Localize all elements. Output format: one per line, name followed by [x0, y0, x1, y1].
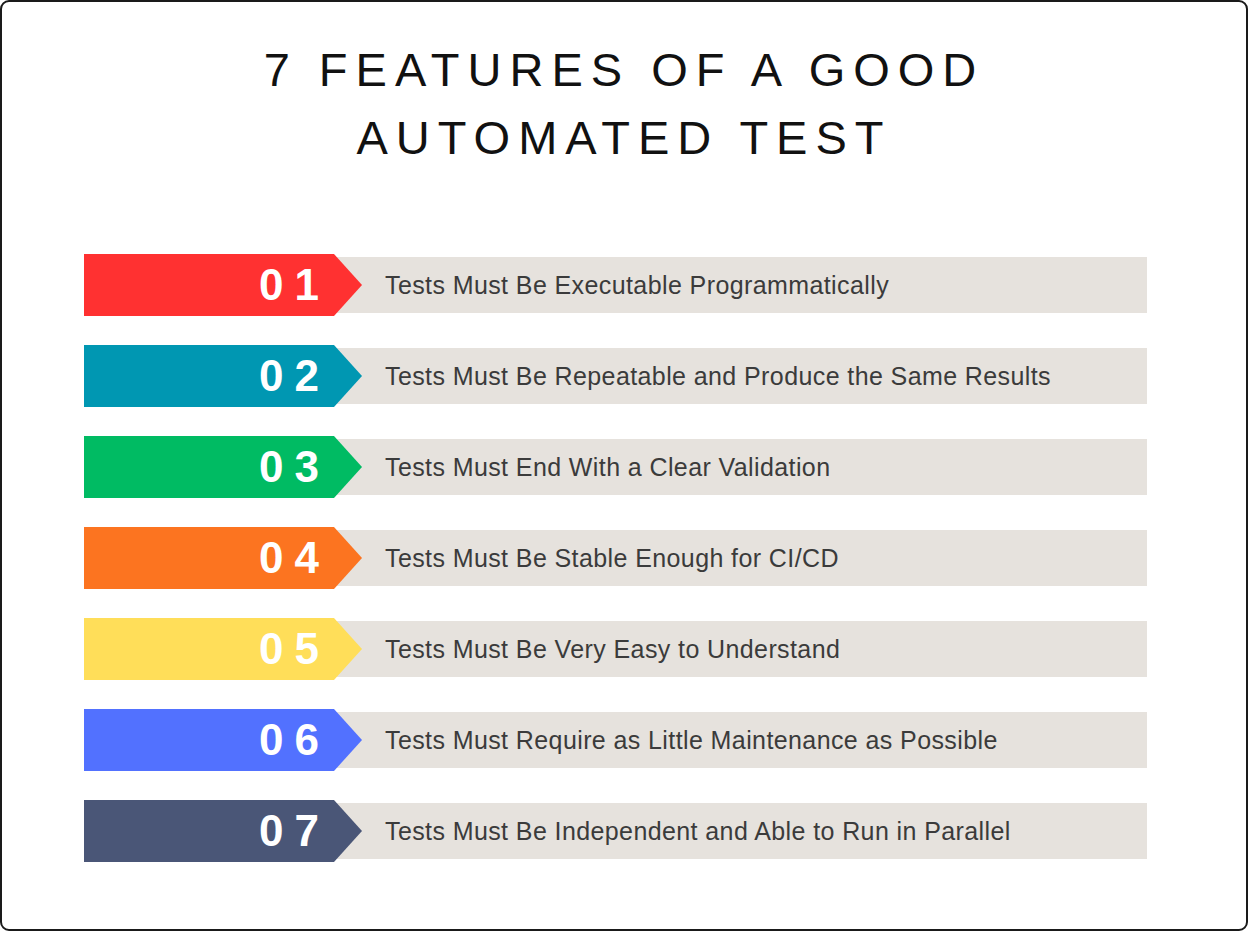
page-title-line-1: 7 FEATURES OF A GOOD — [2, 36, 1246, 104]
item-number: 06 — [259, 718, 330, 762]
item-label: Tests Must Be Executable Programmaticall… — [385, 254, 889, 316]
page-title-line-2: AUTOMATED TEST — [2, 104, 1246, 172]
item-number-arrow: 05 — [84, 618, 362, 680]
list-item: 06 Tests Must Require as Little Maintena… — [84, 709, 1147, 771]
item-number-arrow: 07 — [84, 800, 362, 862]
item-number: 03 — [259, 445, 330, 489]
list-item: 03 Tests Must End With a Clear Validatio… — [84, 436, 1147, 498]
item-number-arrow: 01 — [84, 254, 362, 316]
list-item: 02 Tests Must Be Repeatable and Produce … — [84, 345, 1147, 407]
item-number-arrow: 04 — [84, 527, 362, 589]
item-label: Tests Must Be Repeatable and Produce the… — [385, 345, 1051, 407]
infographic-canvas: 7 FEATURES OF A GOOD AUTOMATED TEST 01 T… — [0, 0, 1248, 931]
item-label: Tests Must Be Stable Enough for CI/CD — [385, 527, 839, 589]
item-label: Tests Must Be Independent and Able to Ru… — [385, 800, 1011, 862]
item-label: Tests Must End With a Clear Validation — [385, 436, 830, 498]
item-number: 04 — [259, 536, 330, 580]
item-number: 02 — [259, 354, 330, 398]
item-label: Tests Must Be Very Easy to Understand — [385, 618, 840, 680]
list-item: 01 Tests Must Be Executable Programmatic… — [84, 254, 1147, 316]
item-number: 01 — [259, 263, 330, 307]
list-item: 04 Tests Must Be Stable Enough for CI/CD — [84, 527, 1147, 589]
list-item: 07 Tests Must Be Independent and Able to… — [84, 800, 1147, 862]
item-number-arrow: 02 — [84, 345, 362, 407]
item-number-arrow: 03 — [84, 436, 362, 498]
item-number-arrow: 06 — [84, 709, 362, 771]
item-number: 07 — [259, 809, 330, 853]
item-label: Tests Must Require as Little Maintenance… — [385, 709, 998, 771]
item-number: 05 — [259, 627, 330, 671]
list-item: 05 Tests Must Be Very Easy to Understand — [84, 618, 1147, 680]
feature-list: 01 Tests Must Be Executable Programmatic… — [84, 254, 1147, 891]
page-title: 7 FEATURES OF A GOOD AUTOMATED TEST — [2, 36, 1246, 172]
